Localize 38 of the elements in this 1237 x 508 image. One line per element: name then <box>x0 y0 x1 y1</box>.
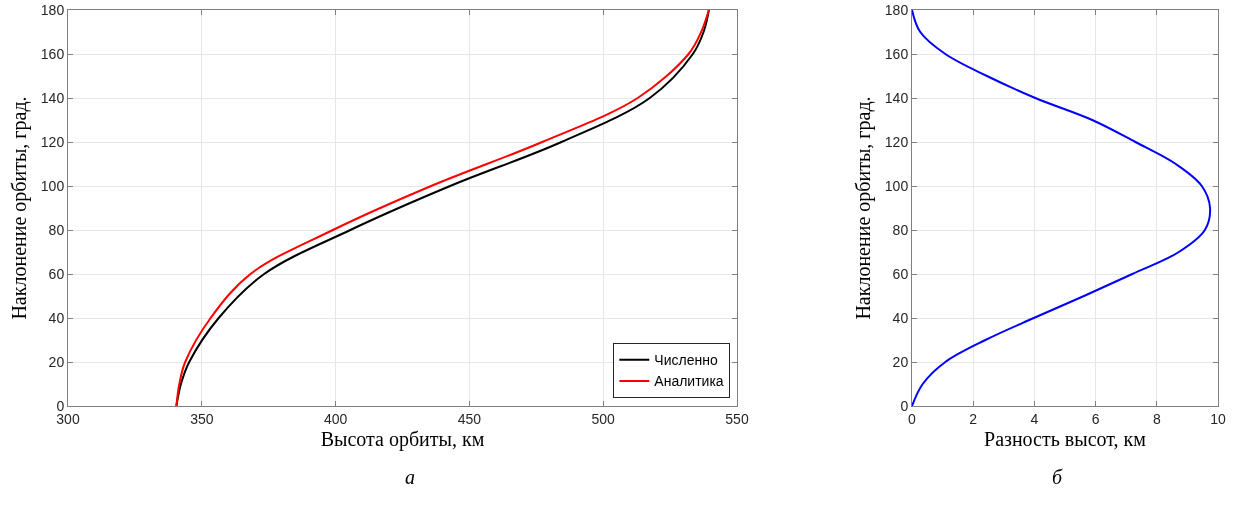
y-tick-label: 20 <box>48 353 65 370</box>
y-tick-label: 120 <box>40 133 65 150</box>
x-tick-label: 6 <box>1091 410 1100 427</box>
y-axis-title: Наклонение орбиты, град. <box>8 96 32 320</box>
y-tick-label: 100 <box>40 177 65 194</box>
text: а <box>405 466 415 488</box>
x-axis-title: Высота орбиты, км <box>320 428 485 452</box>
x-tick-label: 10 <box>1210 410 1226 427</box>
y-tick-label: 60 <box>48 265 65 282</box>
y-tick-label: 100 <box>884 177 909 194</box>
y-tick-label: 180 <box>884 1 909 18</box>
y-tick-label: 0 <box>900 397 909 414</box>
y-tick-label: 160 <box>884 45 909 62</box>
y-tick-label: 140 <box>40 89 65 106</box>
y-tick-label: 80 <box>892 221 909 238</box>
x-axis-title: Разность высот, км <box>984 428 1147 451</box>
legend-label: Аналитика <box>654 373 724 390</box>
y-tick-label: 80 <box>48 221 65 238</box>
x-tick-label: 350 <box>190 410 214 427</box>
x-tick-label: 4 <box>1030 410 1039 427</box>
x-tick-label: 450 <box>457 410 482 427</box>
y-tick-label: 180 <box>40 1 65 18</box>
y-tick-label: 40 <box>48 309 65 326</box>
x-tick-label: 2 <box>969 410 978 427</box>
line-series <box>912 10 1212 406</box>
legend-label: Численно <box>654 352 718 369</box>
x-tick-label: 550 <box>725 410 749 427</box>
y-axis-title: Наклонение орбиты, град. <box>852 96 876 320</box>
y-tick-label: 160 <box>40 45 65 62</box>
y-tick-label: 120 <box>884 133 909 150</box>
y-tick-label: 20 <box>892 353 909 370</box>
y-tick-label: 60 <box>892 265 909 282</box>
text: б <box>1052 466 1063 488</box>
x-tick-label: 8 <box>1152 410 1161 427</box>
y-tick-label: 140 <box>884 89 909 106</box>
x-tick-label: 500 <box>591 410 616 427</box>
y-tick-label: 40 <box>892 309 909 326</box>
x-tick-label: 400 <box>323 410 348 427</box>
